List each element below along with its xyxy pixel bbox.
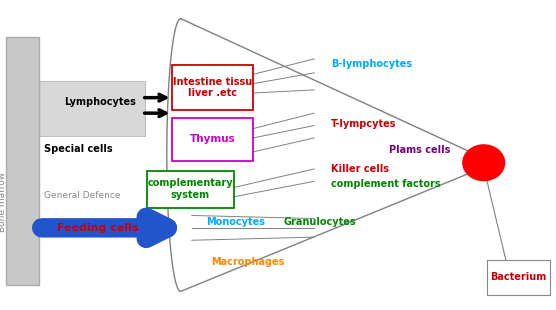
Bar bbox=[172, 118, 253, 161]
Text: T-lympcytes: T-lympcytes bbox=[331, 119, 396, 129]
Ellipse shape bbox=[463, 145, 505, 180]
Text: Monocytes: Monocytes bbox=[206, 217, 265, 227]
Text: Killer cells: Killer cells bbox=[331, 164, 389, 174]
Text: General Defence: General Defence bbox=[44, 191, 121, 200]
Text: Plams cells: Plams cells bbox=[389, 145, 450, 155]
Bar bbox=[172, 65, 253, 110]
Text: Feeding cells: Feeding cells bbox=[57, 223, 138, 233]
Text: B-lymphocytes: B-lymphocytes bbox=[331, 59, 412, 69]
Text: Thymus: Thymus bbox=[190, 135, 236, 144]
Text: Macrophages: Macrophages bbox=[211, 257, 285, 267]
Text: complement factors: complement factors bbox=[331, 179, 440, 189]
Text: Intestine tissu
liver .etc: Intestine tissu liver .etc bbox=[173, 77, 252, 98]
Text: Bacterium: Bacterium bbox=[490, 272, 547, 282]
Bar bbox=[147, 170, 234, 208]
Text: Granulocytes: Granulocytes bbox=[284, 217, 356, 227]
Bar bbox=[39, 81, 145, 136]
Text: Lymphocytes: Lymphocytes bbox=[64, 97, 136, 107]
Text: complementary
system: complementary system bbox=[147, 178, 234, 200]
Text: Special cells: Special cells bbox=[44, 144, 113, 154]
Bar bbox=[6, 37, 39, 285]
Text: Bone marrow: Bone marrow bbox=[0, 171, 7, 232]
Bar bbox=[486, 260, 550, 294]
